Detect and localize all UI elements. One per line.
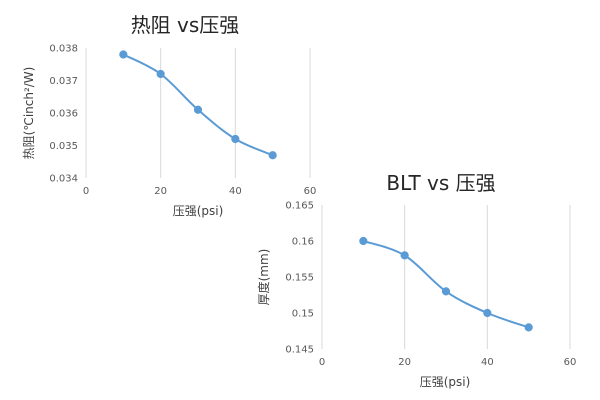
x-tick-label: 0 [83,186,89,197]
y-tick-label: 0.034 [49,174,78,185]
x-axis-label: 压强(psi) [420,375,471,389]
x-tick-label: 20 [154,186,167,197]
data-point [441,287,451,296]
y-tick-label: 0.036 [49,109,78,120]
y-tick-label: 0.165 [285,201,314,212]
series-line [122,53,274,157]
y-tick-label: 0.037 [49,76,78,87]
y-tick-label: 0.15 [292,309,314,320]
data-point [231,134,240,144]
data-point [119,50,128,59]
chart-title: 热阻 vs压强 [131,13,240,37]
y-tick-label: 0.155 [285,273,314,284]
x-tick-label: 60 [564,357,577,368]
x-axis-label: 压强(psi) [173,204,224,218]
data-point [359,236,368,246]
y-tick-label: 0.038 [49,44,78,55]
chart-thermal-resistance: 热阻 vs压强 热阻(℃inch²/W) 压强(psi) 0 20 40 60 0.03… [22,13,316,218]
series-line [363,240,529,329]
y-tick-label: 0.035 [49,141,78,152]
data-point [268,151,277,160]
data-point [193,105,203,114]
data-point [524,323,533,332]
x-tick-label: 60 [304,186,317,197]
chart-blt: BLT vs 压强 厚度(mm) 压强(psi) 0 20 40 60 0.145 0.1… [256,171,576,389]
x-tick-label: 20 [398,357,411,368]
y-tick-label: 0.145 [285,345,314,356]
x-tick-label: 40 [481,357,494,368]
plot-area: 0 20 40 60 0.145 0.15 0.155 0.16 0.165 [285,201,576,369]
x-tick-label: 0 [319,357,325,368]
chart-title: BLT vs 压强 [386,171,495,195]
data-point [483,308,492,318]
data-point [156,69,165,79]
y-axis-label: 厚度(mm) [256,249,271,306]
data-point [400,251,409,260]
plot-area: 0 20 40 60 0.034 0.035 0.036 0.037 0.038 [49,44,316,198]
y-tick-label: 0.16 [292,237,314,248]
x-tick-label: 40 [229,186,242,197]
y-axis-label: 热阻(℃inch²/W) [22,67,36,160]
